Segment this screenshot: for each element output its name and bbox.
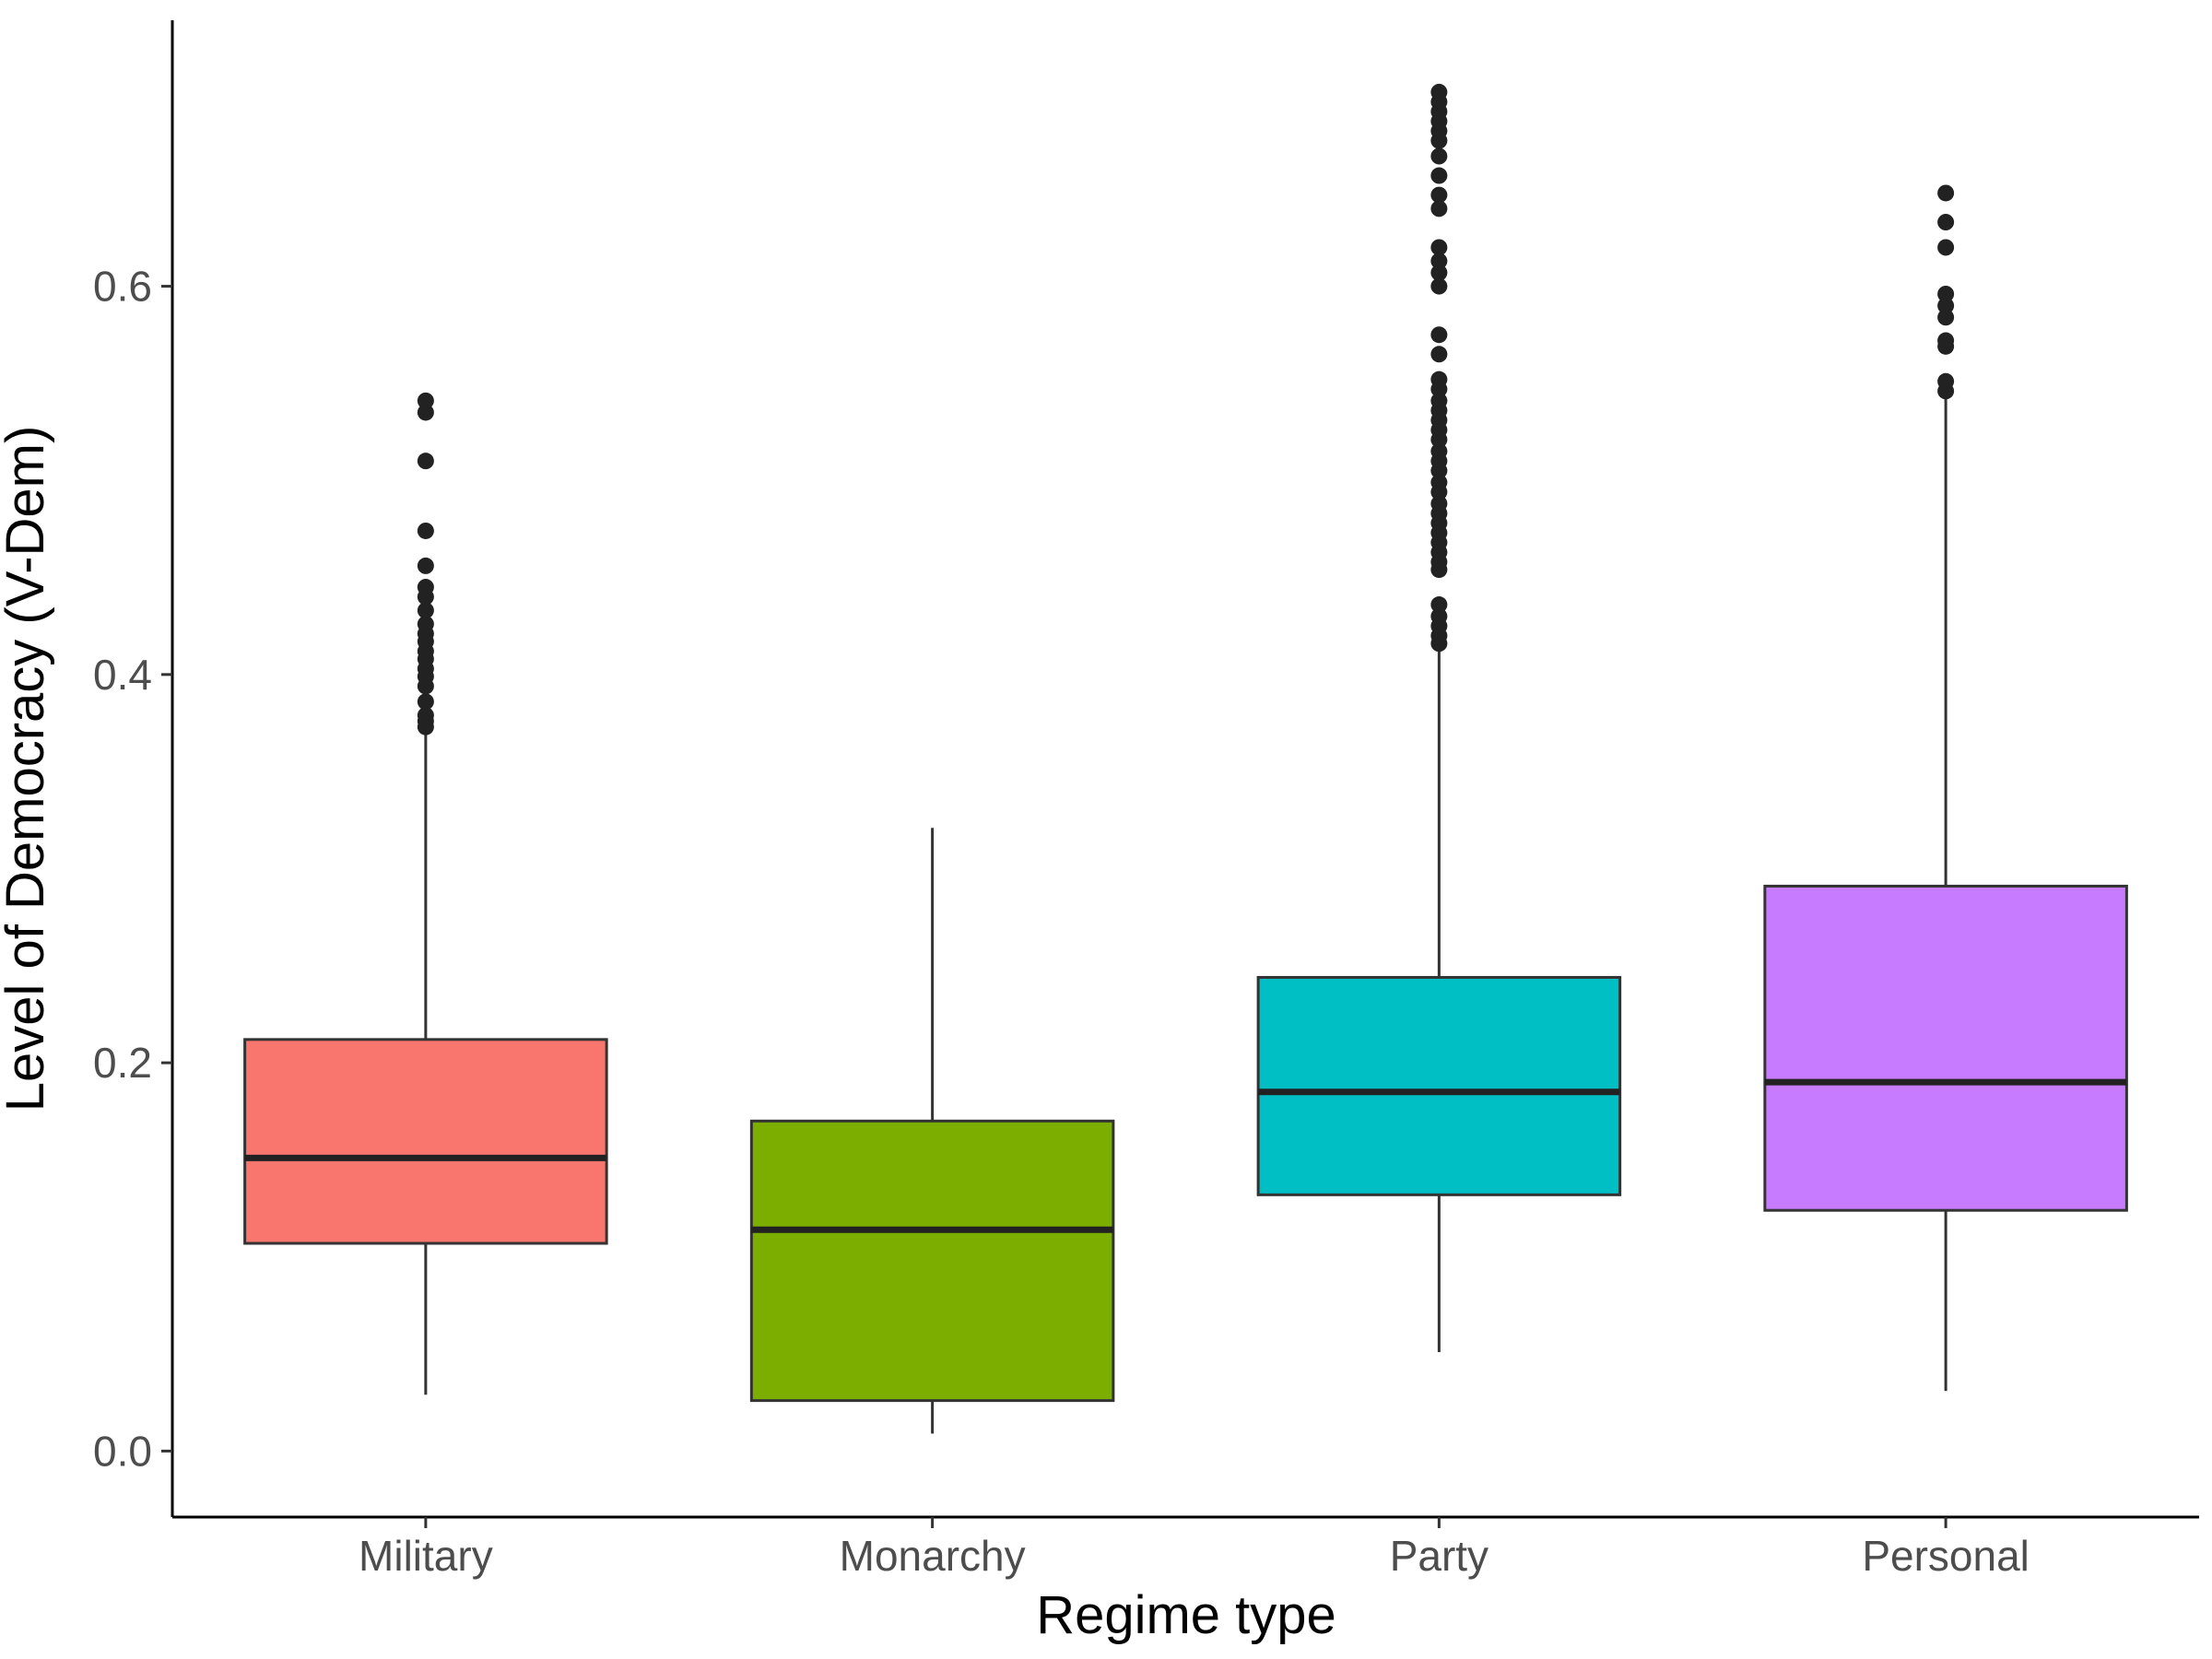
outlier-point (1430, 264, 1448, 281)
outlier-point (1430, 83, 1448, 100)
outlier-point (1430, 277, 1448, 295)
outlier-point (417, 616, 434, 633)
y-tick-label: 0.0 (93, 1427, 152, 1475)
outlier-point (1937, 214, 1955, 231)
y-tick-label: 0.6 (93, 263, 152, 311)
y-tick-label: 0.4 (93, 651, 152, 699)
outlier-point (1430, 371, 1448, 388)
outlier-point (1430, 607, 1448, 625)
iqr-box (1763, 884, 2128, 1212)
outlier-point (1430, 474, 1448, 491)
outlier-point (417, 707, 434, 724)
x-tick-label: Party (1390, 1532, 1488, 1580)
iqr-box (1256, 975, 1622, 1196)
iqr-box (243, 1038, 608, 1245)
outlier-point (417, 392, 434, 409)
outlier-point (417, 557, 434, 574)
outlier-point (1430, 186, 1448, 204)
x-tick-label: Monarchy (840, 1532, 1026, 1580)
outlier-point (1937, 372, 1955, 390)
outlier-point (417, 693, 434, 711)
outlier-point (417, 579, 434, 596)
axes (171, 20, 2199, 1519)
box-monarchy (749, 828, 1115, 1434)
outlier-point (1937, 285, 1955, 302)
x-axis-title: Regime type (1036, 1585, 1336, 1645)
outlier-point (417, 522, 434, 539)
outlier-point (417, 602, 434, 619)
outlier-point (1430, 167, 1448, 184)
outlier-point (1430, 596, 1448, 614)
outlier-point (1430, 442, 1448, 460)
outlier-point (1430, 495, 1448, 512)
x-ticks: Military Monarchy Party Personal (359, 1517, 2030, 1580)
box-military (243, 392, 608, 1395)
outlier-point (417, 404, 434, 421)
outlier-point (1937, 309, 1955, 326)
outlier-point (1430, 239, 1448, 256)
y-axis-title: Level of Democracy (V-Dem) (0, 426, 55, 1112)
outlier-point (1937, 297, 1955, 314)
outlier-point (1937, 332, 1955, 349)
y-tick-label: 0.2 (93, 1039, 152, 1087)
outlier-point (1430, 346, 1448, 363)
outlier-point (1430, 326, 1448, 344)
box-personal (1763, 184, 2128, 1392)
outlier-point (1937, 239, 1955, 256)
outlier-point (1430, 200, 1448, 218)
boxes (243, 83, 2128, 1434)
x-tick-label: Personal (1862, 1532, 2030, 1580)
outlier-point (417, 453, 434, 470)
iqr-box (749, 1119, 1115, 1403)
outlier-point (1937, 184, 1955, 202)
y-ticks: 0.0 0.2 0.4 0.6 (93, 263, 172, 1475)
outlier-point (1430, 147, 1448, 165)
box-party (1256, 83, 1622, 1352)
outlier-point (1430, 392, 1448, 409)
outlier-point (1430, 253, 1448, 270)
x-tick-label: Military (359, 1532, 493, 1580)
